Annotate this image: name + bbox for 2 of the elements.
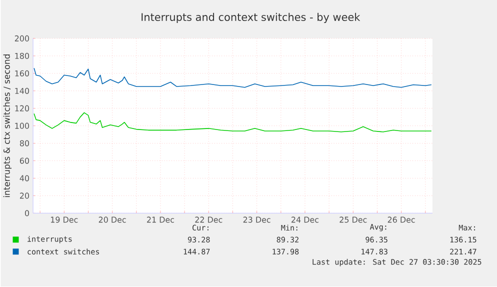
y-axis-title: interrupts & ctx switches / second bbox=[3, 54, 12, 198]
chart-title: Interrupts and context switches - by week bbox=[142, 13, 360, 24]
